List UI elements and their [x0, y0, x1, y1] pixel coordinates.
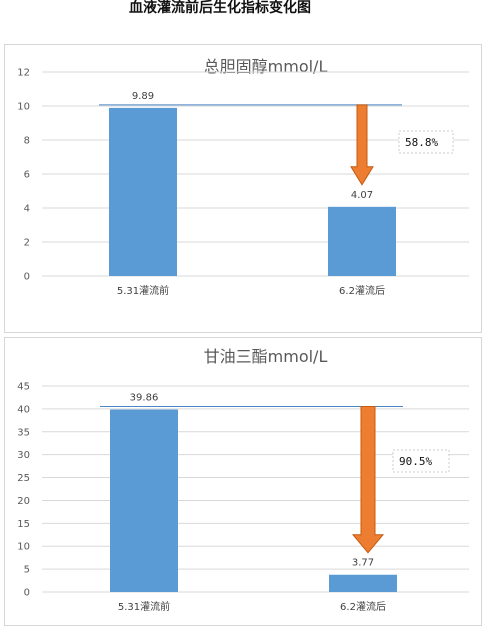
y-tick-label: 0 — [24, 588, 30, 599]
y-tick-label: 10 — [17, 542, 30, 553]
percentage-box — [392, 449, 450, 473]
cholesterol-chart-svg: 总胆固醇mmol/L 0 2 4 6 8 10 12 9.89 5.31灌流前 4.07 6.2灌流后… — [17, 57, 469, 297]
decrease-arrow — [351, 406, 385, 554]
y-tick-label: 6 — [24, 170, 30, 181]
y-tick-label: 8 — [24, 136, 30, 147]
y-tick-label: 5 — [24, 565, 30, 576]
y-tick-label: 25 — [17, 473, 30, 484]
cholesterol-chart: 总胆固醇mmol/L 0 2 4 6 8 10 12 9.89 5.31灌流前 4.07 6.2灌流后… — [4, 44, 482, 333]
triglyceride-chart: 甘油三酯mmol/L 0 5 10 15 20 25 30 35 40 45 39.86 5.31灌流前… — [4, 337, 482, 626]
x-category-label: 5.31灌流前 — [118, 600, 170, 613]
triglyceride-chart-svg: 甘油三酯mmol/L 0 5 10 15 20 25 30 35 40 45 39.86 5.31灌流前… — [17, 347, 469, 613]
decrease-arrow — [350, 104, 374, 186]
y-tick-label: 30 — [17, 450, 30, 461]
bar — [329, 574, 397, 592]
y-tick-label: 45 — [17, 382, 30, 393]
data-label: 3.77 — [352, 558, 374, 569]
x-category-label: 6.2灌流后 — [340, 600, 386, 613]
page-title: 血液灌流前后生化指标变化图 — [129, 0, 311, 16]
y-tick-label: 10 — [17, 102, 30, 113]
data-label: 4.07 — [351, 190, 373, 201]
chart-title: 甘油三酯mmol/L — [204, 347, 328, 366]
percentage-box — [398, 130, 454, 154]
data-label: 9.89 — [132, 91, 154, 102]
y-tick-label: 15 — [17, 519, 30, 530]
percentage-label: 58.8% — [405, 136, 438, 149]
y-tick-label: 20 — [17, 496, 30, 507]
y-tick-label: 35 — [17, 427, 30, 438]
x-category-label: 6.2灌流后 — [339, 284, 385, 297]
y-tick-label: 4 — [24, 204, 30, 215]
bar — [110, 409, 178, 592]
bar — [109, 107, 177, 276]
bar — [328, 206, 396, 276]
y-tick-label: 2 — [24, 238, 30, 249]
y-tick-label: 40 — [17, 404, 30, 415]
y-tick-label: 0 — [24, 272, 30, 283]
chart-title: 总胆固醇mmol/L — [204, 57, 328, 76]
percentage-label: 90.5% — [399, 455, 432, 468]
data-label: 39.86 — [130, 393, 159, 404]
x-category-label: 5.31灌流前 — [117, 284, 169, 297]
y-tick-label: 12 — [17, 68, 30, 79]
